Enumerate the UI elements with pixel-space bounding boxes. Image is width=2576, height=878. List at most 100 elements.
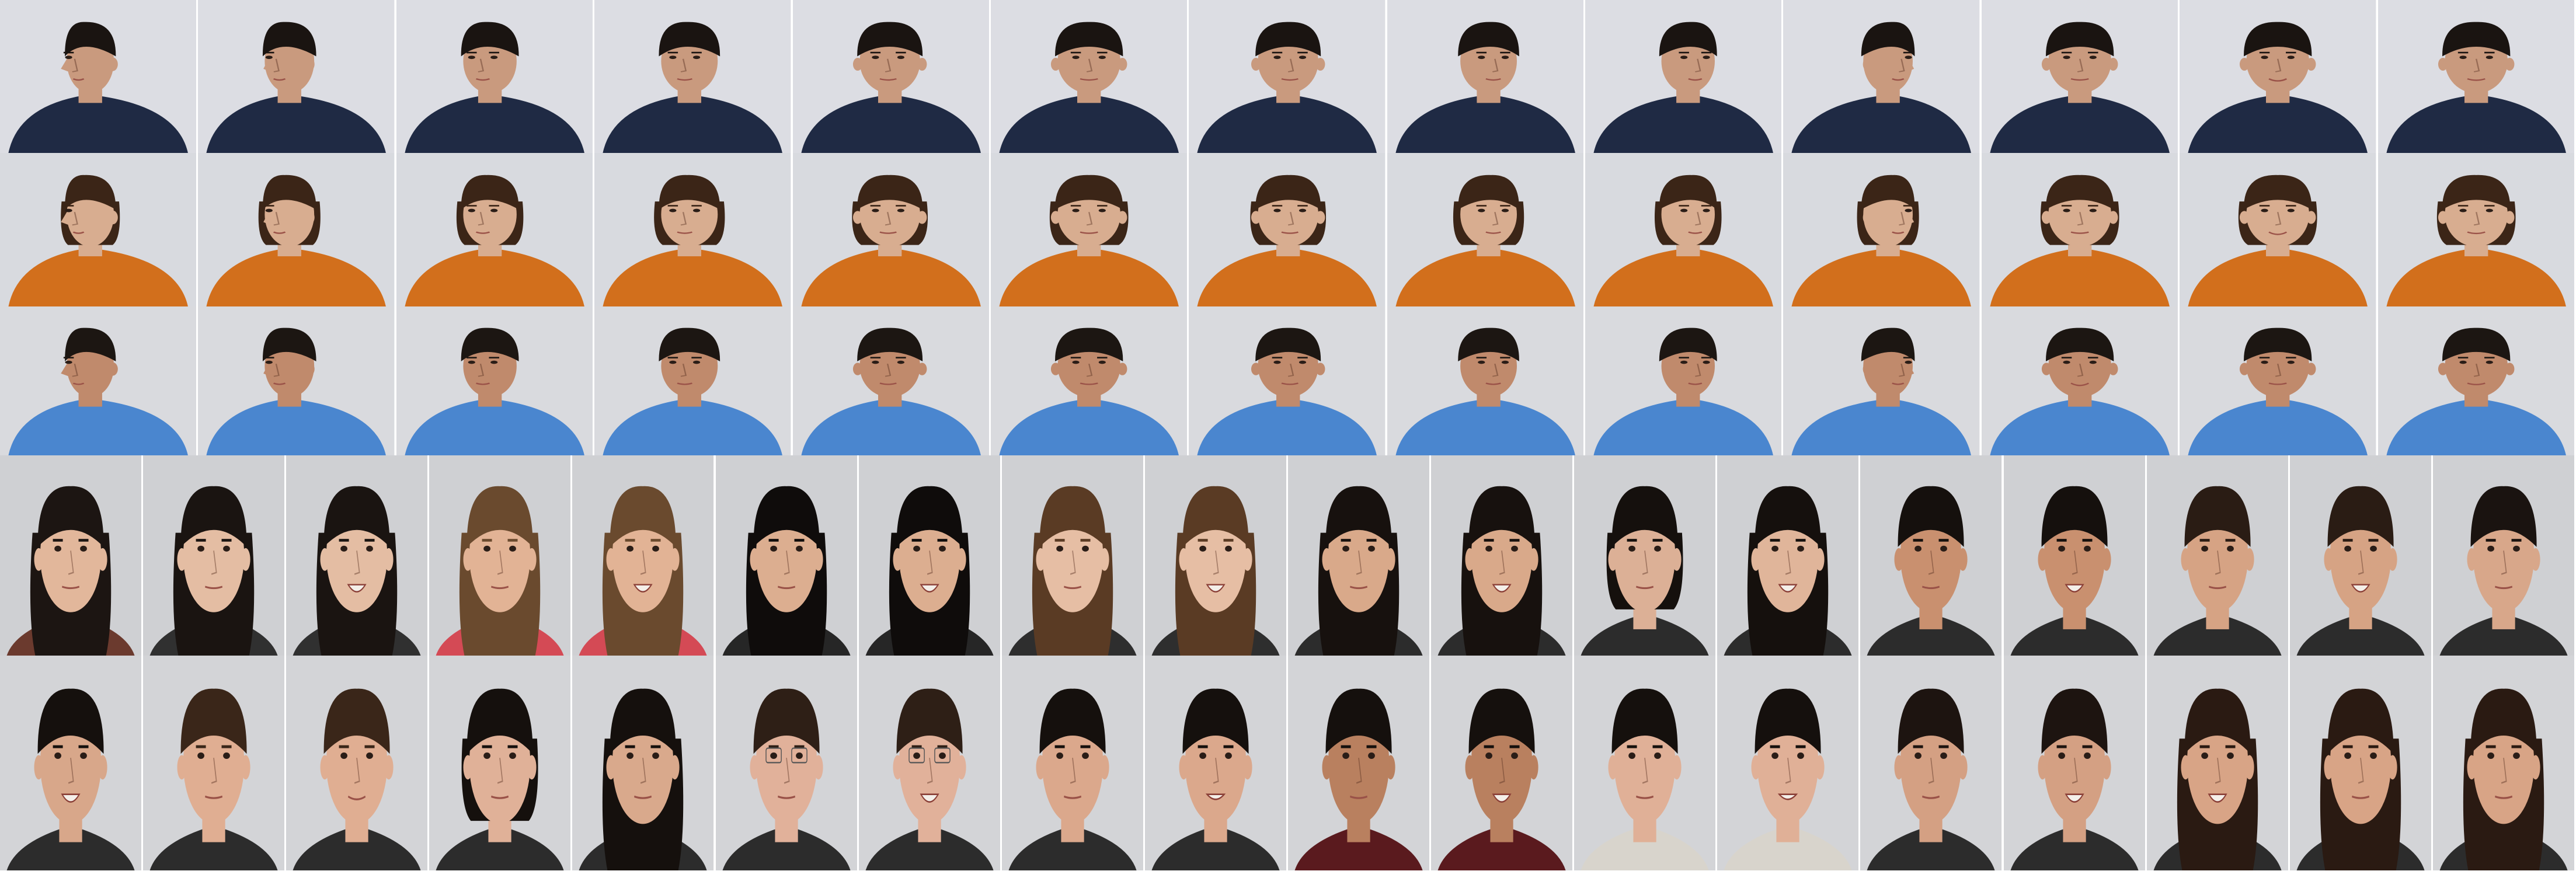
portrait-photo [715,455,857,656]
eyebrow [1297,357,1308,358]
eyebrow [2511,539,2522,542]
eyebrow [2286,357,2296,358]
mouth [491,795,509,799]
eyebrow [768,539,779,542]
photo-tile [594,0,791,153]
hair [467,486,533,547]
eye [2063,55,2070,60]
photo-tile [2003,656,2145,870]
mouth [1350,586,1368,590]
hair [1468,688,1535,754]
shirt [149,828,278,870]
person-portrait [149,688,278,870]
nose-line [784,757,790,784]
glasses-lens [765,747,782,764]
eye [80,752,87,759]
eye [1098,55,1106,60]
smiling-mouth [1205,793,1226,800]
portrait-photo [1585,0,1782,153]
photo-tile [1189,0,1386,153]
hair [1611,688,1678,754]
nose-line [885,212,891,226]
nose [61,360,69,377]
nose-line [1499,757,1505,784]
eyebrow [2225,539,2236,542]
hair [2442,327,2510,361]
hair [1182,688,1249,754]
nose-line [1070,757,1076,784]
nose-line [1695,212,1701,226]
eyebrow [196,539,206,542]
eyebrow [2484,205,2495,207]
eyebrow [466,205,477,207]
photo-tile [1144,656,1286,870]
mouth [273,231,286,234]
mouth [491,586,509,590]
hair [2442,22,2510,57]
eyebrow [2087,357,2098,358]
eye [2287,55,2295,60]
glasses-lens [934,747,951,764]
mouth [1892,231,1905,234]
eye [1654,752,1662,759]
portrait-photo [429,656,571,870]
shirt [206,400,387,455]
person-portrait [801,175,981,306]
eye [1072,360,1080,364]
eyebrow [489,51,499,54]
nose-line [354,551,360,575]
eyebrow [364,745,375,748]
shirt [1197,96,1377,153]
shirt [1197,249,1377,306]
nose-line [885,363,891,377]
hair [753,688,820,754]
eyebrow [1341,745,1351,748]
portrait-photo [1431,455,1573,656]
mouth [1688,382,1703,385]
photo-tile [1387,306,1584,455]
mouth [2351,795,2369,799]
shirt [1395,249,1575,306]
nose-line [1213,757,1219,784]
smiling-mouth [2065,584,2084,593]
person-portrait [1990,175,2170,306]
shirt [865,828,994,870]
portrait-photo [2003,656,2145,870]
person-portrait [1867,486,1995,656]
eye [795,545,803,552]
photo-tile [990,153,1188,306]
nose-line [1899,212,1906,226]
shirt [2153,616,2282,656]
photo-tile [0,153,197,306]
hair [1255,22,1321,57]
eyebrow [221,539,232,542]
portrait-photo [1144,656,1286,870]
person-portrait [2010,688,2139,870]
shirt [2010,828,2139,870]
person-portrait [436,688,564,870]
nose-line [1492,212,1499,226]
eyebrow [1198,539,1208,542]
eyebrow [2484,357,2495,358]
shirt [722,828,851,870]
person-portrait [865,486,994,656]
eyebrow [1484,539,1494,542]
eyebrow [667,51,678,54]
eyebrow [625,539,636,542]
hair [2184,486,2251,547]
nose-line [1356,757,1362,784]
shirt [1990,249,2170,306]
mouth [1922,586,1940,590]
eyebrow [1096,205,1108,207]
person-portrait [603,175,782,306]
nose-line [2501,551,2507,575]
eye [1680,360,1688,364]
nose-line [680,212,687,226]
photo-tile [396,153,593,306]
eye [65,360,72,364]
photo-tile [198,153,395,306]
nose-line [2215,757,2221,784]
portrait-photo [594,153,791,306]
person-portrait [1792,22,1972,153]
eye [1477,55,1485,60]
